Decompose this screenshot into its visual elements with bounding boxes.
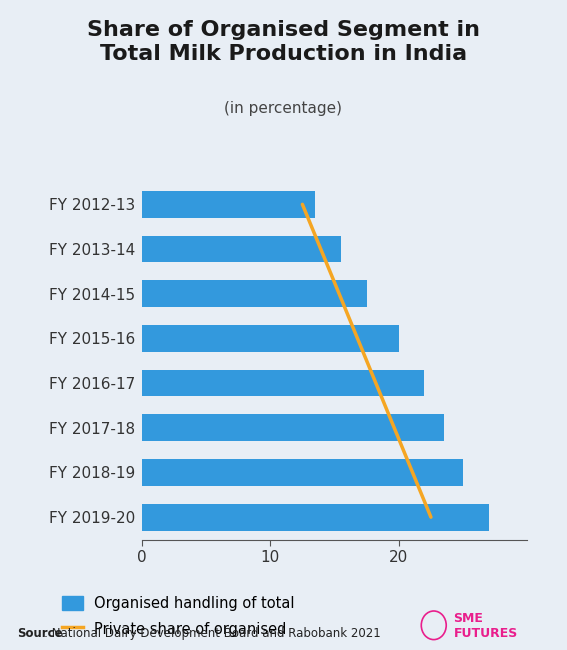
Text: Source: Source [17,627,62,640]
Bar [142,191,315,218]
Bar [142,370,425,396]
Text: (in percentage): (in percentage) [225,101,342,116]
Bar [142,325,399,352]
Text: SME
FUTURES: SME FUTURES [454,612,518,640]
Bar [142,415,444,441]
Legend: Organised handling of total, Private share of organised: Organised handling of total, Private sha… [57,590,301,642]
Text: : National Dairy Development Board and Rabobank 2021: : National Dairy Development Board and R… [44,627,381,640]
Text: Share of Organised Segment in
Total Milk Production in India: Share of Organised Segment in Total Milk… [87,20,480,64]
Bar [142,235,341,263]
Bar [142,504,489,530]
Bar [142,280,367,307]
Bar [142,459,463,486]
